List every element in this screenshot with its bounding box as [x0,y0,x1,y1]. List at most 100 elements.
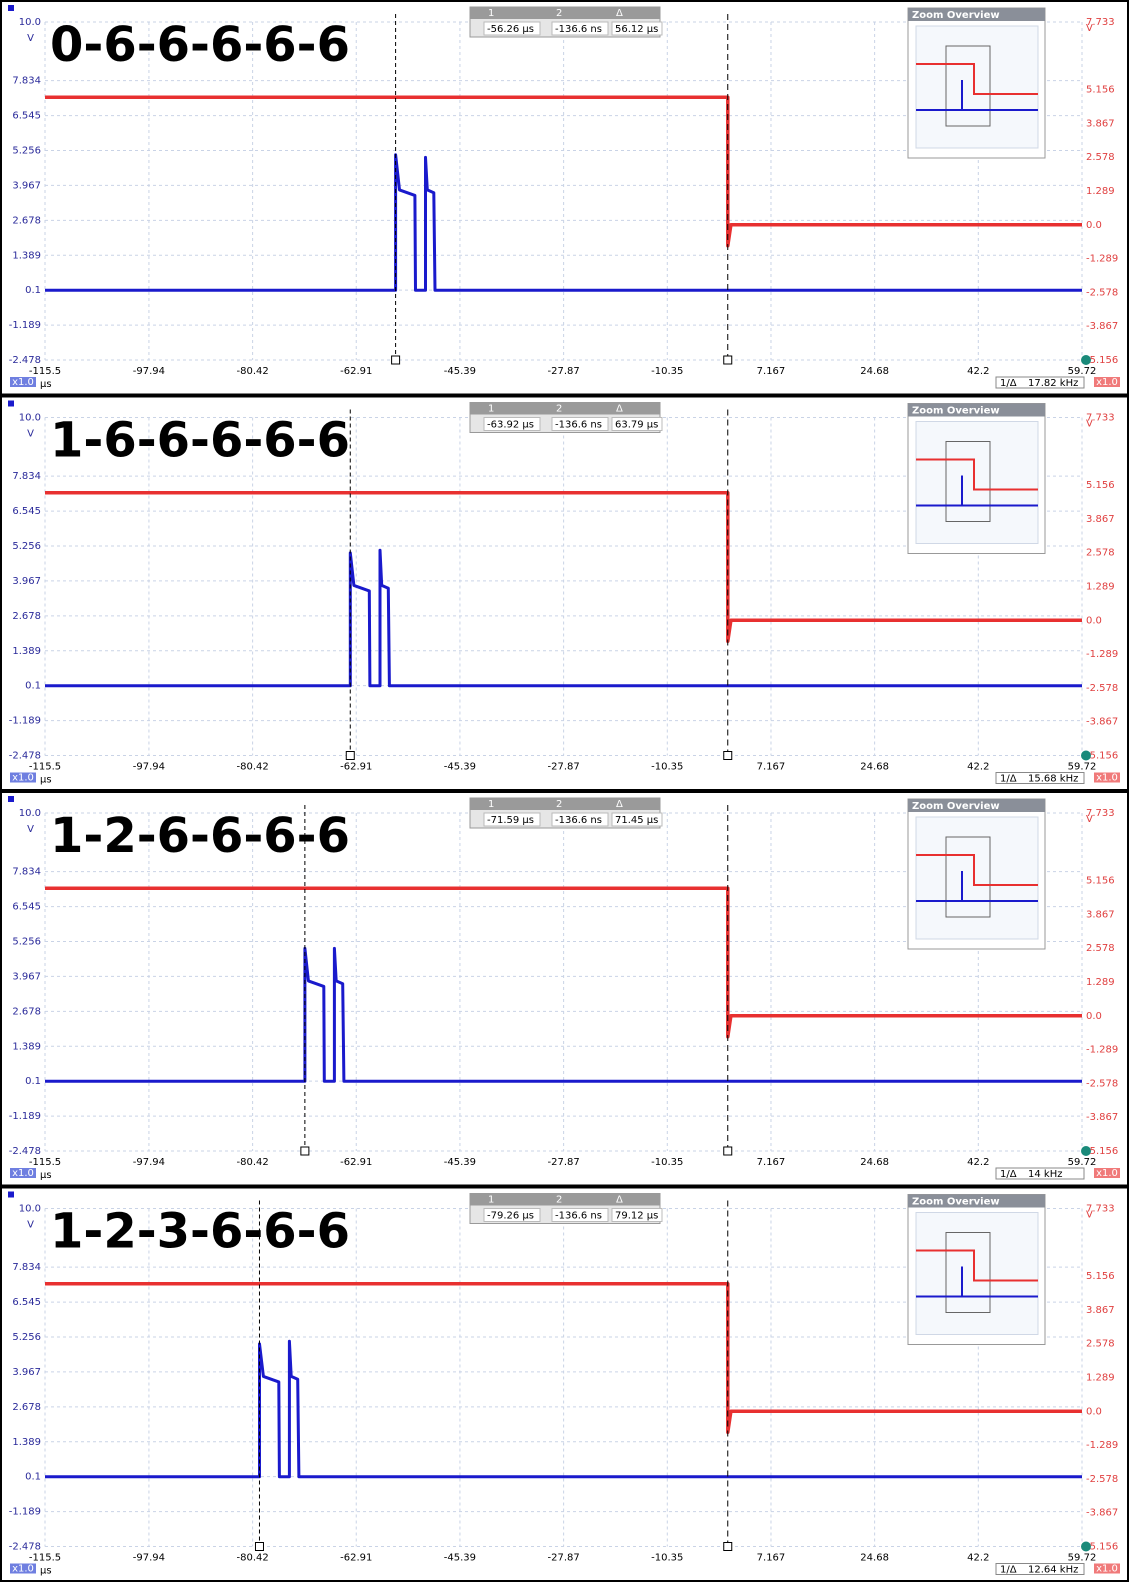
x-tick-label: -62.91 [340,366,372,377]
x-tick-label: -45.39 [444,366,476,377]
readout-heading: 2 [556,799,562,810]
trigger-indicator [1081,355,1091,365]
x-tick-label: 59.72 [1068,1157,1097,1168]
x-tick-label: 59.72 [1068,1553,1097,1564]
y-tick-label: 2.678 [12,215,41,226]
readout-value: -136.6 ns [555,420,602,431]
y2-tick-label: -3.867 [1086,321,1118,332]
x-tick-label: -10.35 [651,1157,683,1168]
channel-marker [8,796,14,802]
scope-panel: -2.478-1.1890.11.3892.6783.9675.2566.545… [1,1188,1128,1582]
cursor-handle[interactable] [724,1147,732,1155]
y2-tick-label: 5.156 [1086,85,1115,96]
freq-name: 1/Δ [1000,1169,1017,1180]
y-tick-label: -1.189 [9,716,41,727]
y2-tick-label: -3.867 [1086,1508,1118,1519]
x-tick-label: -45.39 [444,762,476,773]
cursor-handle[interactable] [724,356,732,364]
x-tick-label: -10.35 [651,1553,683,1564]
trigger-indicator [1081,751,1091,761]
x-badge: x1.0 [12,1564,34,1575]
y-tick-label: 0.1 [25,1472,41,1483]
x-tick-label: -80.42 [236,1157,268,1168]
readout-heading: 2 [556,8,562,19]
y-tick-label: 7.834 [12,1262,41,1273]
x-tick-label: 42.2 [967,366,989,377]
y2-tick-label: 2.578 [1086,943,1115,954]
y2-tick-label: -1.289 [1086,649,1118,660]
y-tick-label: 1.389 [12,1041,41,1052]
readout-heading: 1 [488,1195,494,1206]
readout-value: -79.26 µs [487,1211,534,1222]
cursor-handle[interactable] [255,1543,263,1551]
x-axis-unit: µs [40,1170,52,1181]
y2-tick-label: 3.867 [1086,1305,1115,1316]
y2-tick-label: 3.867 [1086,909,1115,920]
cursor-handle[interactable] [346,752,354,760]
readout-heading: Δ [616,799,623,810]
y-tick-label: 1.389 [12,250,41,261]
x-tick-label: 42.2 [967,762,989,773]
y2-tick-label: 1.289 [1086,1372,1115,1383]
y2-axis-unit: V [1086,23,1093,34]
readout-value: -136.6 ns [555,815,602,826]
y-tick-label: 6.545 [12,506,41,517]
x-badge: x1.0 [12,773,34,784]
zoom-overview-title: Zoom Overview [912,10,1000,21]
freq-value: 14 kHz [1028,1169,1062,1180]
x-tick-label: -10.35 [651,762,683,773]
cursor-handle[interactable] [392,356,400,364]
chart-title: 1-6-6-6-6-6 [50,413,350,469]
readout-value: 56.12 µs [615,24,658,35]
y-tick-label: 3.967 [12,576,41,587]
y-tick-label: 10.0 [19,17,41,28]
y-tick-label: 6.545 [12,902,41,913]
y-tick-label: 7.834 [12,471,41,482]
readout-heading: Δ [616,404,623,415]
x-tick-label: -45.39 [444,1157,476,1168]
y-tick-label: 3.967 [12,180,41,191]
x-tick-label: -45.39 [444,1553,476,1564]
cursor-handle[interactable] [301,1147,309,1155]
x-tick-label: -27.87 [547,1157,579,1168]
y2-tick-label: 2.578 [1086,152,1115,163]
cursor-handle[interactable] [724,1543,732,1551]
y2-badge: x1.0 [1096,773,1118,784]
x-tick-label: 7.167 [757,1157,786,1168]
y2-tick-label: -2.578 [1086,683,1118,694]
x-tick-label: 59.72 [1068,762,1097,773]
y-tick-label: 10.0 [19,808,41,819]
x-tick-label: 42.2 [967,1157,989,1168]
chart-title: 0-6-6-6-6-6 [50,17,350,73]
x-tick-label: -97.94 [133,762,165,773]
readout-heading: 1 [488,8,494,19]
x-tick-label: 24.68 [860,1157,889,1168]
freq-name: 1/Δ [1000,774,1017,785]
x-axis-unit: µs [40,1566,52,1577]
freq-value: 17.82 kHz [1028,378,1078,389]
trigger-indicator [1081,1146,1091,1156]
x-tick-label: 7.167 [757,1553,786,1564]
y2-tick-label: 5.156 [1086,876,1115,887]
y2-tick-label: 1.289 [1086,977,1115,988]
readout-value: -56.26 µs [487,24,534,35]
readout-heading: 1 [488,799,494,810]
y2-tick-label: -3.867 [1086,717,1118,728]
readout-header [470,403,660,415]
y-axis-unit: V [27,429,34,440]
y-tick-label: -2.478 [9,1146,41,1157]
y2-tick-label: 5.156 [1086,1271,1115,1282]
scope-panel: -2.478-1.1890.11.3892.6783.9675.2566.545… [1,397,1128,791]
x-tick-label: -62.91 [340,1157,372,1168]
y-axis-unit: V [27,33,34,44]
y-tick-label: 10.0 [19,1204,41,1215]
cursor-handle[interactable] [724,752,732,760]
y2-badge: x1.0 [1096,1168,1118,1179]
y2-tick-label: -1.289 [1086,254,1118,265]
x-tick-label: -10.35 [651,366,683,377]
readout-header [470,798,660,810]
y-axis-unit: V [27,1220,34,1231]
x-axis-unit: µs [40,775,52,786]
y2-tick-label: 2.578 [1086,1339,1115,1350]
y-tick-label: 0.1 [25,285,41,296]
